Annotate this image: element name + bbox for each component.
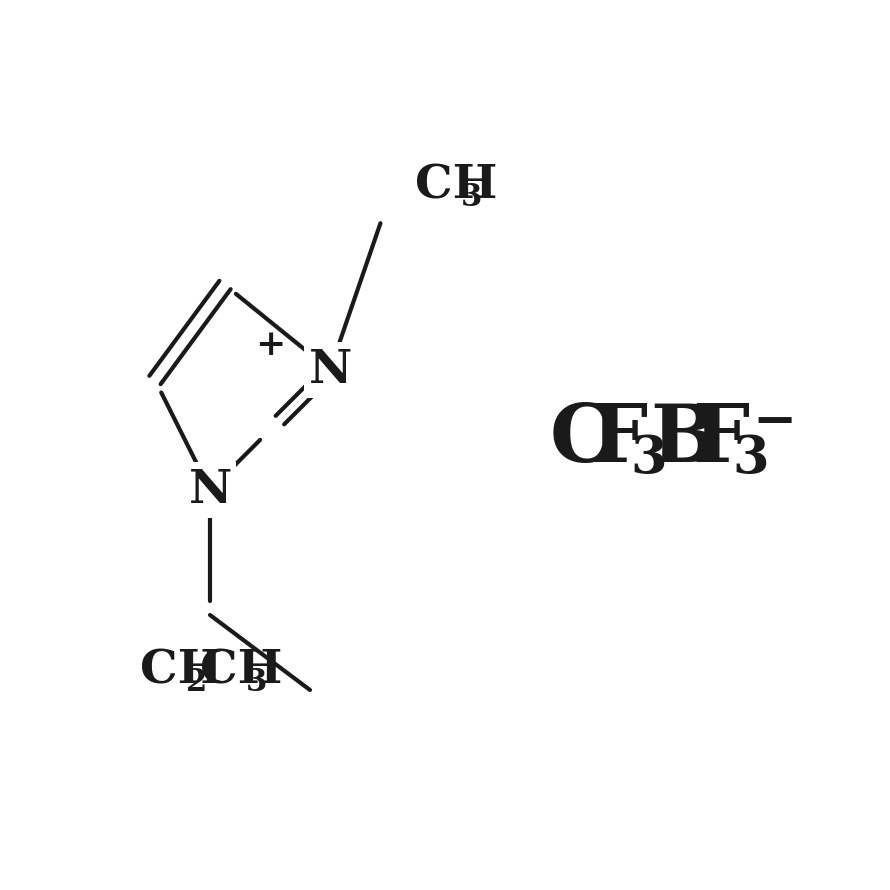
Text: 3: 3 xyxy=(630,433,667,483)
Text: −: − xyxy=(752,397,797,448)
Text: 3: 3 xyxy=(246,667,267,698)
Text: CH: CH xyxy=(415,162,498,208)
Text: C: C xyxy=(550,401,614,479)
Text: 3: 3 xyxy=(461,182,482,213)
Text: F: F xyxy=(590,401,647,479)
Text: 2: 2 xyxy=(186,667,207,698)
Text: N: N xyxy=(308,347,352,393)
Text: +: + xyxy=(255,328,285,362)
Text: CH: CH xyxy=(200,647,282,693)
Text: 3: 3 xyxy=(732,433,769,483)
Text: N: N xyxy=(189,467,231,513)
Text: B: B xyxy=(650,401,718,479)
Text: F: F xyxy=(692,401,749,479)
Text: CH: CH xyxy=(140,647,222,693)
